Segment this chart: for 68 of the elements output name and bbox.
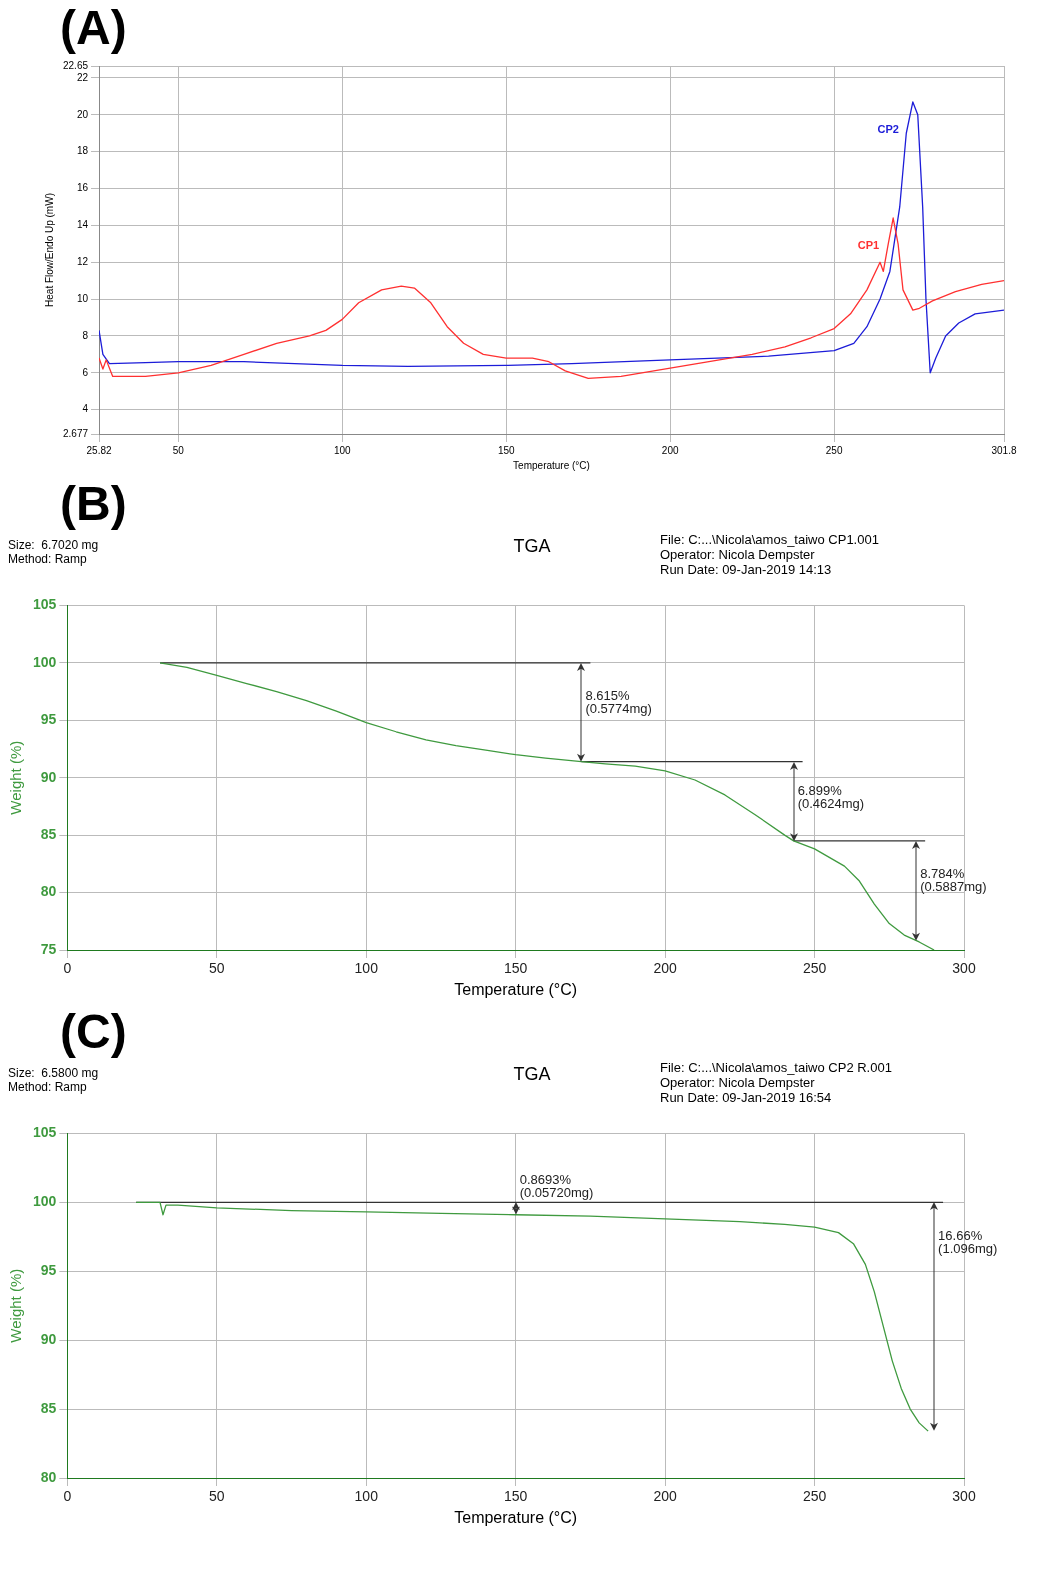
x-tick-label: 50 (209, 1488, 225, 1505)
chart-subtitle: TGA (513, 536, 551, 556)
text: File: C:...\Nicola\amos_taiwo CP2 R.001 Operator: Nicola Dempster Run Date: 09-Jan-2019 16:54 (660, 1060, 892, 1105)
y-tick-label: 2.677 (62, 427, 89, 439)
y-tick-label: 75 (40, 940, 57, 957)
x-tick-label: 200 (653, 1488, 678, 1505)
x-tick-label: 100 (354, 1488, 379, 1505)
annotation: 0.8693% (0.05720mg) (519, 1171, 594, 1200)
annotation: 16.66% (1.096mg) (938, 1227, 998, 1256)
y-axis-title: Weight (%) (7, 740, 25, 815)
x-axis-title: Temperature (°C) (454, 1508, 578, 1526)
x-tick-label: 200 (653, 960, 678, 977)
text: File: C:...\Nicola\amos_taiwo CP1.001 Operator: Nicola Dempster Run Date: 09-Jan-2019 14:13 (660, 532, 879, 577)
y-tick-label: 85 (40, 825, 57, 842)
y-axis-title: Heat Flow/Endo Up (mW) (43, 193, 55, 307)
series-label: CP1 (857, 239, 880, 252)
text: Size: 6.7020 mg Method: Ramp (8, 538, 99, 566)
x-tick-label: 250 (825, 444, 843, 456)
annotation: 6.899% (0.4624mg) (797, 782, 865, 811)
y-tick-label: 80 (40, 883, 57, 900)
y-tick-label: 22 (76, 71, 89, 83)
x-tick-label: 150 (504, 1488, 528, 1505)
y-tick-label: 90 (40, 768, 57, 785)
x-tick-label: 100 (333, 444, 352, 456)
y-tick-label: 10 (76, 292, 89, 304)
x-tick-label: 250 (802, 960, 827, 977)
x-tick-label: 25.82 (86, 444, 112, 456)
y-tick-label: 95 (40, 711, 57, 728)
y-axis-title: Weight (%) (7, 1268, 25, 1343)
x-axis-title: Temperature (°C) (513, 459, 590, 471)
x-tick-label: 100 (354, 960, 379, 977)
x-tick-label: 200 (661, 444, 679, 456)
x-tick-label: 0 (63, 960, 72, 977)
y-tick-label: 100 (33, 1193, 57, 1210)
annotation: 8.784% (0.5887mg) (920, 866, 987, 895)
y-tick-label: 18 (76, 145, 89, 157)
y-tick-label: 95 (40, 1262, 57, 1279)
x-tick-label: 0 (63, 1488, 72, 1505)
x-tick-label: 150 (504, 960, 528, 977)
y-tick-label: 14 (76, 219, 89, 231)
x-tick-label: 300 (952, 1488, 976, 1505)
x-tick-label: 250 (802, 1488, 827, 1505)
chart-title: (C) (60, 1004, 128, 1060)
y-tick-label: 12 (76, 255, 89, 267)
y-tick-label: 105 (33, 596, 57, 613)
text: Size: 6.5800 mg Method: Ramp (8, 1066, 99, 1094)
x-axis-title: Temperature (°C) (454, 980, 578, 998)
y-tick-label: 100 (33, 653, 57, 670)
y-tick-label: 20 (76, 108, 89, 120)
chart-title: (A) (60, 0, 128, 56)
y-tick-label: 90 (40, 1331, 57, 1348)
y-tick-label: 22.65 (62, 59, 89, 71)
chart-title: (B) (60, 476, 128, 532)
y-tick-label: 8 (82, 329, 89, 341)
y-tick-label: 85 (40, 1399, 57, 1416)
y-tick-label: 6 (82, 366, 89, 378)
series-label: CP2 (877, 122, 899, 135)
x-tick-label: 300 (952, 960, 976, 977)
x-tick-label: 150 (497, 444, 516, 456)
annotation: 8.615% (0.5774mg) (585, 688, 652, 717)
x-tick-label: 50 (172, 444, 185, 456)
y-tick-label: 4 (82, 403, 89, 415)
chart-subtitle: TGA (513, 1064, 551, 1084)
x-tick-label: 50 (209, 960, 225, 977)
x-tick-label: 301.8 (991, 444, 1017, 456)
y-tick-label: 105 (33, 1124, 57, 1141)
y-tick-label: 16 (76, 182, 89, 194)
y-tick-label: 80 (40, 1468, 57, 1485)
